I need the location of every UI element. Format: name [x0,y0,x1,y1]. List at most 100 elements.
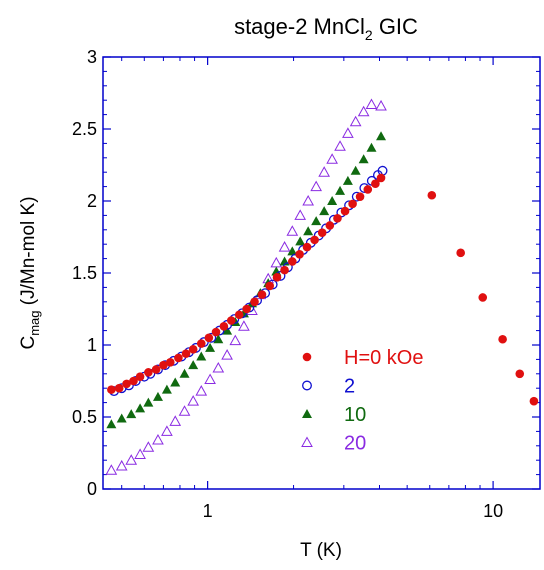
data-point [529,396,539,406]
data-point [265,281,275,291]
data-point [333,213,342,223]
legend-label: H=0 kOe [344,347,423,369]
data-point [365,98,378,110]
y-tick-label: 2.5 [72,119,97,139]
data-point [271,266,282,276]
y-tick-label: 0.5 [72,407,97,427]
data-point [169,415,182,426]
legend-label: 20 [344,433,366,455]
data-point [213,334,224,344]
data-point [349,115,362,127]
data-point [250,297,259,307]
legend-marker [302,352,312,362]
data-point [326,153,338,164]
data-point [188,360,199,370]
data-point [179,368,190,378]
data-point [142,441,155,452]
data-marks [105,98,539,475]
data-point [221,349,233,360]
data-point [334,140,346,151]
data-point [114,383,124,393]
data-point [310,235,319,245]
x-tick-label: 1 [203,501,213,521]
y-tick-label: 1 [87,335,97,355]
data-point [204,333,214,343]
data-point [115,459,128,471]
data-point [498,334,507,344]
data-point [317,228,327,237]
data-point [105,464,118,475]
data-point [134,448,146,459]
data-point [159,360,168,370]
axis-ticks: 0 0.5 1 1.5 2 2.5 3 1 10 [72,47,540,521]
data-point [181,349,191,358]
data-point [187,395,200,406]
data-point [178,405,191,416]
data-point [229,334,242,346]
data-point [205,342,216,352]
data-point [204,373,216,385]
data-point [144,368,153,377]
data-point [325,221,335,230]
y-tick-label: 3 [87,47,97,67]
data-point [375,99,387,111]
data-point [376,131,387,141]
data-point [126,409,137,419]
data-point [427,190,437,200]
data-point [286,225,299,236]
data-point [161,425,173,436]
chart-title: stage-2 MnCl2 GIC [234,14,418,43]
data-point [294,209,307,220]
data-point [366,142,377,152]
data-point [219,321,229,331]
data-point [125,454,138,465]
legend-marker [302,409,312,418]
data-point [456,248,465,258]
data-point [376,173,386,183]
data-point [152,434,164,445]
data-point [478,293,488,302]
data-point [342,175,353,185]
data-point [116,413,127,423]
legend-marker [301,436,313,447]
data-point [302,194,315,206]
data-point [196,351,207,361]
data-point [295,249,304,259]
data-point [188,345,198,354]
data-point [135,403,146,413]
data-point [211,327,221,337]
data-point [195,385,208,396]
series-4 [105,98,387,475]
data-point [295,236,306,246]
y-axis-label: Cmag (J/Mn-mol K) [18,196,42,349]
data-point [234,310,244,320]
data-point [311,216,322,226]
y-tick-label: 0 [87,479,97,499]
data-point [350,165,361,175]
data-point [196,339,206,348]
data-point [280,265,289,275]
data-point [335,185,346,195]
data-point [135,372,145,381]
data-point [355,192,365,201]
data-point [288,257,297,266]
data-point [242,304,251,314]
data-point [340,206,350,216]
legend-marker [302,380,312,391]
data-point [107,385,116,394]
data-point [170,377,181,387]
data-point [143,397,154,407]
data-point [358,154,369,164]
data-point [310,180,323,192]
data-point [272,273,282,282]
data-point [222,325,233,335]
legend: H=0 kOe 2 10 20 [301,347,423,455]
data-point [122,379,131,389]
data-point [106,419,117,429]
data-point [348,199,357,209]
legend-label: 10 [344,404,366,426]
data-point [371,179,380,189]
y-tick-label: 2 [87,191,97,211]
data-point [342,127,354,138]
